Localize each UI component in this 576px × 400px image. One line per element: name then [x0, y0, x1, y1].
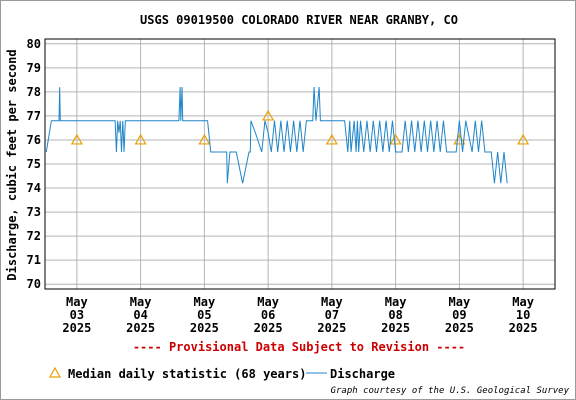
x-tick-month: May [194, 295, 216, 309]
y-tick-label: 73 [27, 205, 41, 219]
median-point [262, 109, 275, 121]
chart-title: USGS 09019500 COLORADO RIVER NEAR GRANBY… [140, 13, 458, 27]
x-tick-month: May [385, 295, 407, 309]
median-point [134, 133, 147, 145]
y-tick-label: 74 [27, 181, 41, 195]
x-tick-month: May [449, 295, 471, 309]
x-tick-year: 2025 [126, 321, 155, 335]
x-tick-year: 2025 [62, 321, 91, 335]
credit-text: Graph courtesy of the U.S. Geological Su… [331, 386, 570, 396]
x-tick-year: 2025 [509, 321, 538, 335]
grid-lines [45, 39, 555, 289]
y-tick-label: 75 [27, 157, 41, 171]
legend: Median daily statistic (68 years) Discha… [48, 366, 395, 381]
discharge-series [45, 87, 508, 184]
x-tick-month: May [257, 295, 279, 309]
x-tick-year: 2025 [445, 321, 474, 335]
y-tick-label: 77 [27, 109, 41, 123]
x-tick-date: 09 [452, 308, 466, 322]
plot-border [44, 38, 556, 290]
y-tick-label: 79 [27, 61, 41, 75]
median-point [70, 133, 83, 145]
x-tick-date: 03 [70, 308, 84, 322]
y-tick-label: 72 [27, 229, 41, 243]
y-tick-labels: 70 71 72 73 74 75 76 77 78 79 80 [27, 37, 41, 291]
legend-median-label: Median daily statistic (68 years) [68, 367, 306, 381]
x-tick-date: 08 [388, 308, 402, 322]
x-tick-month: May [321, 295, 343, 309]
median-point [517, 133, 530, 145]
x-tick-date: 05 [197, 308, 211, 322]
y-tick-label: 80 [27, 37, 41, 51]
x-tick-date: 06 [261, 308, 275, 322]
median-point [198, 133, 211, 145]
provisional-note: ---- Provisional Data Subject to Revisio… [133, 340, 465, 354]
x-tick-month: May [66, 295, 88, 309]
legend-discharge-label: Discharge [330, 367, 395, 381]
median-point [453, 133, 466, 145]
y-tick-label: 70 [27, 277, 41, 291]
legend-triangle-icon [48, 366, 62, 378]
x-tick-year: 2025 [381, 321, 410, 335]
discharge-line [45, 87, 508, 184]
y-tick-label: 78 [27, 85, 41, 99]
y-tick-label: 76 [27, 133, 41, 147]
median-point [389, 133, 402, 145]
x-tick-year: 2025 [190, 321, 219, 335]
x-tick-date: 04 [133, 308, 147, 322]
y-axis-label: Discharge, cubic feet per second [5, 49, 19, 280]
x-tick-year: 2025 [254, 321, 283, 335]
x-tick-month: May [130, 295, 152, 309]
x-tick-date: 10 [516, 308, 530, 322]
x-tick-date: 07 [325, 308, 339, 322]
median-markers [70, 109, 530, 145]
x-tick-month: May [512, 295, 534, 309]
y-tick-label: 71 [27, 253, 41, 267]
x-tick-year: 2025 [317, 321, 346, 335]
x-tick-labels: May032025May042025May052025May062025May0… [62, 295, 537, 335]
median-point [325, 133, 338, 145]
